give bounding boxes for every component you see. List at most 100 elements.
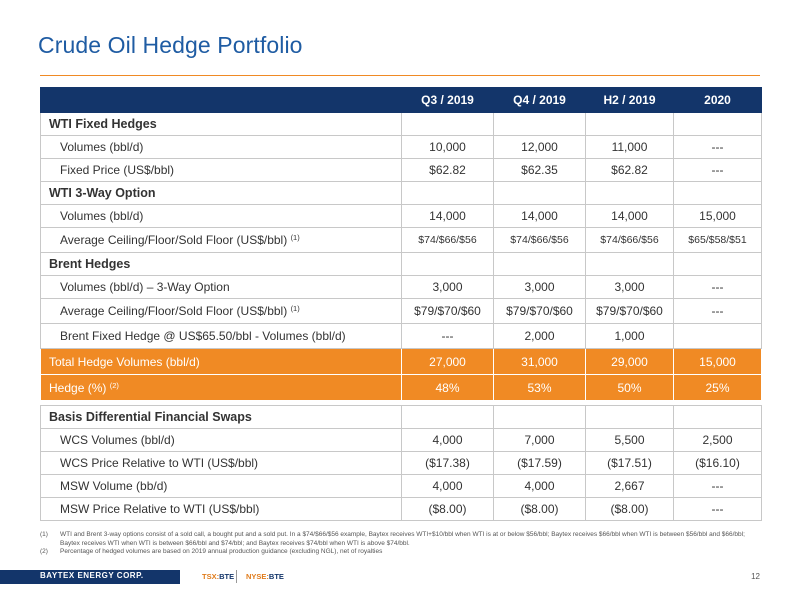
table-cell: --- [673,497,762,521]
table-cell: 48% [401,374,494,401]
footnotes: (1) WTI and Brent 3-way options consist … [40,531,765,557]
table-cell: 15,000 [673,348,762,375]
column-header-h2-2019: H2 / 2019 [585,87,674,113]
table-cell: ($16.10) [673,451,762,475]
row-label-text: Hedge (%) [49,380,107,395]
table-cell: $65/$58/$51 [673,227,762,253]
table-cell: ($8.00) [401,497,494,521]
table-cell: 4,000 [401,474,494,498]
page-footer: BAYTEX ENERGY CORP. TSX:BTE NYSE:BTE 12 [0,566,800,600]
footnote: (2) Percentage of hedged volumes are bas… [40,548,765,557]
footnote-text: Percentage of hedged volumes are based o… [60,548,383,555]
table-cell: 14,000 [401,204,494,228]
column-header-2020: 2020 [673,87,762,113]
page-title: Crude Oil Hedge Portfolio [38,32,303,58]
total-hedge-volumes-row: Total Hedge Volumes (bbl/d) 27,000 31,00… [40,348,762,375]
row-label: Volumes (bbl/d) [40,204,402,228]
table-cell: ($17.38) [401,451,494,475]
company-logo-bar [0,570,180,584]
table-cell: 5,500 [585,428,674,452]
table-cell: 27,000 [401,348,494,375]
row-label: WCS Price Relative to WTI (US$/bbl) [40,451,402,475]
table-row: Brent Fixed Hedge @ US$65.50/bbl - Volum… [40,323,762,349]
table-cell: $62.35 [493,158,586,182]
table-row: MSW Volume (bb/d) 4,000 4,000 2,667 --- [40,474,762,498]
table-cell [673,323,762,349]
table-cell: ($8.00) [493,497,586,521]
row-label: Hedge (%) (2) [40,374,402,401]
table-cell: 11,000 [585,135,674,159]
table-cell: $74/$66/$56 [493,227,586,253]
table-cell: 3,000 [493,275,586,299]
table-cell: 25% [673,374,762,401]
table-cell: 1,000 [585,323,674,349]
table-cell: 7,000 [493,428,586,452]
company-logo: BAYTEX ENERGY CORP. [40,571,144,580]
section-title: Basis Differential Financial Swaps [40,405,402,429]
row-label: Average Ceiling/Floor/Sold Floor (US$/bb… [40,227,402,253]
spacer-row [40,400,762,406]
section-title: WTI Fixed Hedges [40,112,402,136]
row-label: MSW Volume (bb/d) [40,474,402,498]
row-label: Average Ceiling/Floor/Sold Floor (US$/bb… [40,298,402,324]
table-row: Volumes (bbl/d) 14,000 14,000 14,000 15,… [40,204,762,228]
table-header-row: Q3 / 2019 Q4 / 2019 H2 / 2019 2020 [40,87,762,113]
column-header-q3-2019: Q3 / 2019 [401,87,494,113]
table-cell: ($8.00) [585,497,674,521]
section-title: Brent Hedges [40,252,402,276]
table-row: Average Ceiling/Floor/Sold Floor (US$/bb… [40,298,762,324]
table-cell: --- [673,474,762,498]
tsx-ticker: TSX:BTE [202,572,234,581]
table-cell: 3,000 [585,275,674,299]
table-cell: 4,000 [493,474,586,498]
row-label: Total Hedge Volumes (bbl/d) [40,348,402,375]
table-row: Volumes (bbl/d) – 3-Way Option 3,000 3,0… [40,275,762,299]
table-cell: 3,000 [401,275,494,299]
nyse-symbol: BTE [268,572,284,581]
table-cell: --- [673,158,762,182]
row-label: WCS Volumes (bbl/d) [40,428,402,452]
footnote: (1) WTI and Brent 3-way options consist … [40,531,765,548]
table-cell: 2,500 [673,428,762,452]
section-row-wti-3way: WTI 3-Way Option [40,181,762,205]
table-cell: 12,000 [493,135,586,159]
page-number: 12 [751,572,760,581]
table-cell: --- [401,323,494,349]
table-cell: 14,000 [493,204,586,228]
table-cell: 15,000 [673,204,762,228]
column-header-q4-2019: Q4 / 2019 [493,87,586,113]
table-cell: $79/$70/$60 [585,298,674,324]
footnote-ref: (1) [290,304,300,313]
table-cell: ($17.51) [585,451,674,475]
row-label: Volumes (bbl/d) – 3-Way Option [40,275,402,299]
hedge-percent-row: Hedge (%) (2) 48% 53% 50% 25% [40,374,762,401]
table-cell: $62.82 [401,158,494,182]
table-cell: ($17.59) [493,451,586,475]
tsx-symbol: BTE [219,572,235,581]
hedge-table: Q3 / 2019 Q4 / 2019 H2 / 2019 2020 WTI F… [40,87,762,521]
section-row-wti-fixed: WTI Fixed Hedges [40,112,762,136]
section-title: WTI 3-Way Option [40,181,402,205]
table-row: Fixed Price (US$/bbl) $62.82 $62.35 $62.… [40,158,762,182]
row-label-text: Average Ceiling/Floor/Sold Floor (US$/bb… [60,304,288,318]
table-cell: 53% [493,374,586,401]
row-label: MSW Price Relative to WTI (US$/bbl) [40,497,402,521]
title-divider [40,75,760,76]
nyse-label: NYSE: [246,572,269,581]
table-row: Average Ceiling/Floor/Sold Floor (US$/bb… [40,227,762,253]
table-cell: 31,000 [493,348,586,375]
table-cell: 50% [585,374,674,401]
header-blank-cell [40,87,402,113]
footnote-number: (2) [40,548,48,555]
table-row: WCS Volumes (bbl/d) 4,000 7,000 5,500 2,… [40,428,762,452]
table-cell: $79/$70/$60 [401,298,494,324]
table-cell: 14,000 [585,204,674,228]
table-cell: $79/$70/$60 [493,298,586,324]
tsx-label: TSX: [202,572,220,581]
table-row: Volumes (bbl/d) 10,000 12,000 11,000 --- [40,135,762,159]
row-label: Fixed Price (US$/bbl) [40,158,402,182]
table-cell: 29,000 [585,348,674,375]
table-cell: 2,000 [493,323,586,349]
section-row-basis: Basis Differential Financial Swaps [40,405,762,429]
table-cell: --- [673,298,762,324]
